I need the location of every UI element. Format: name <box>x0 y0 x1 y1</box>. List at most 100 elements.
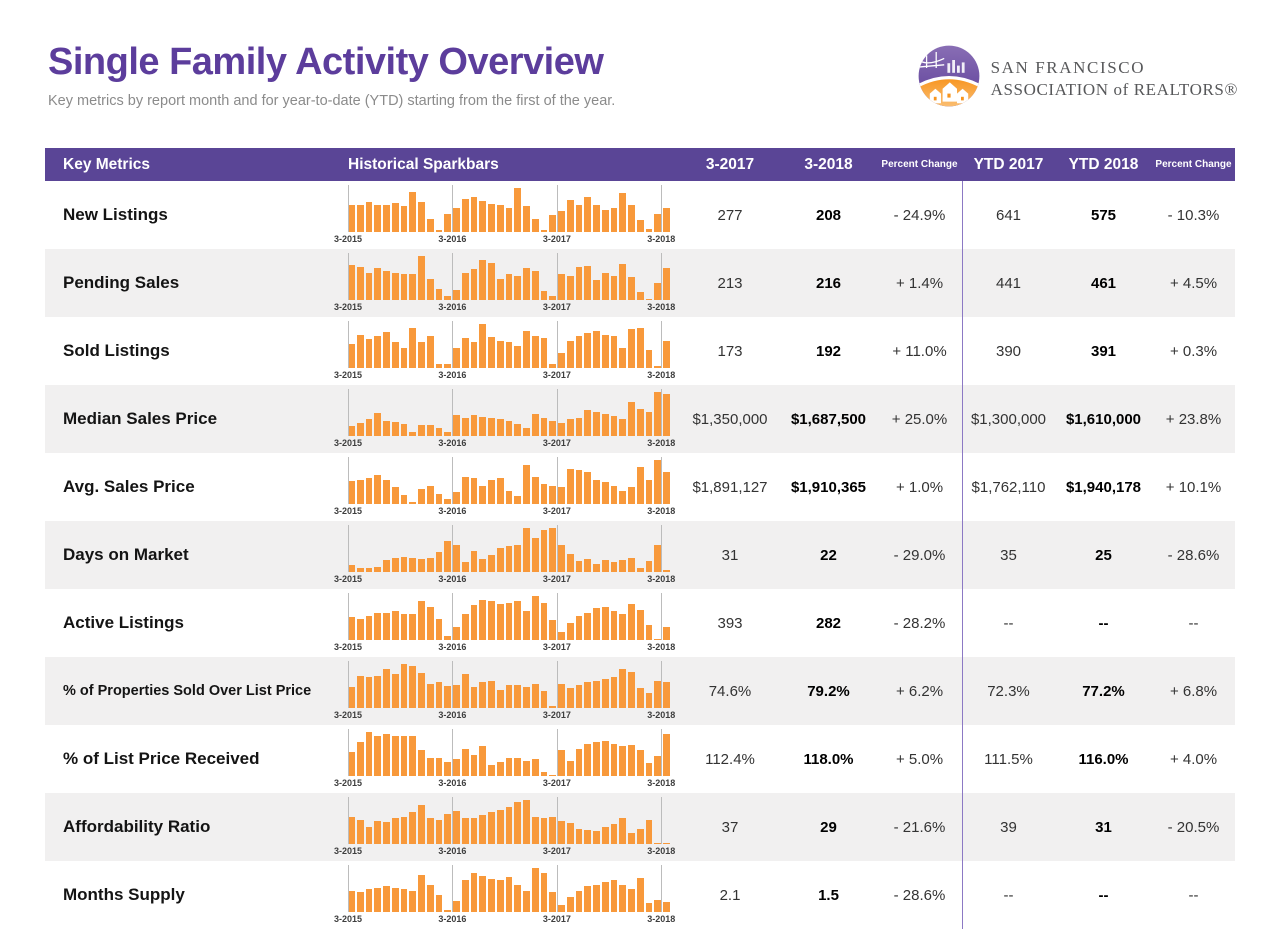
spark-bar <box>496 340 504 368</box>
spark-bar <box>610 824 618 844</box>
spark-bar <box>496 478 504 504</box>
metric-label: Months Supply <box>63 885 185 904</box>
axis-label: 3-2018 <box>647 302 676 312</box>
axis-gridline <box>661 525 663 572</box>
spark-bar <box>663 842 670 844</box>
value-percent-change: - 28.2% <box>893 614 946 632</box>
spark-bar <box>593 884 600 912</box>
spark-bar <box>488 479 495 504</box>
spark-bar <box>619 746 626 776</box>
spark-bar <box>628 204 635 232</box>
value-month-2017: 74.6% <box>708 682 752 700</box>
spark-bar <box>601 335 609 368</box>
spark-axis: 3-2015 3-2016 3-2017 3-2018 <box>334 844 675 857</box>
axis-label: 3-2016 <box>438 234 467 244</box>
axis-gridline <box>556 865 558 912</box>
spark-bar <box>391 557 399 572</box>
spark-bar <box>461 338 469 368</box>
spark-bar <box>514 188 521 232</box>
spark-bar <box>470 686 478 708</box>
spark-bar <box>566 896 574 912</box>
spark-bar <box>549 420 556 436</box>
value-ytd-2018: -- <box>1098 614 1109 632</box>
spark-bar <box>453 685 460 708</box>
value-ytd-2018: $1,940,178 <box>1065 478 1142 496</box>
spark-bar <box>409 432 416 436</box>
spark-bar <box>531 868 539 912</box>
spark-bar <box>523 890 530 912</box>
value-ytd-2017: 641 <box>995 206 1022 224</box>
value-month-2018: 192 <box>815 342 842 360</box>
axis-label: 3-2016 <box>438 438 467 448</box>
spark-bar <box>348 481 355 504</box>
spark-bar <box>391 272 399 300</box>
value-month-2017: $1,350,000 <box>692 410 768 428</box>
spark-bars <box>348 256 670 300</box>
spark-bar <box>593 280 600 300</box>
axis-gridline <box>348 525 349 572</box>
axis-gridline <box>661 865 663 912</box>
spark-bar <box>400 423 408 436</box>
axis-label: 3-2018 <box>647 778 676 788</box>
spark-bar <box>654 680 661 708</box>
spark-bar <box>531 816 539 844</box>
axis-label: 3-2015 <box>333 642 363 652</box>
spark-bar <box>645 479 653 504</box>
spark-bar <box>663 626 670 640</box>
spark-bar <box>348 617 355 640</box>
axis-gridline <box>556 661 558 708</box>
spark-bar <box>549 528 556 572</box>
spark-bar <box>549 215 556 232</box>
spark-bar <box>435 364 443 368</box>
spark-bar <box>549 485 556 504</box>
spark-bar <box>444 814 451 844</box>
spark-bar <box>444 761 451 776</box>
spark-bar <box>365 419 373 436</box>
spark-bar <box>383 420 390 436</box>
col-header-3-2017: 3-2017 <box>705 155 755 173</box>
spark-bar <box>593 330 600 368</box>
value-ytd-percent-change: -- <box>1188 614 1199 632</box>
sparkbar-plot-area <box>348 185 670 232</box>
spark-bar <box>435 758 443 776</box>
spark-bar <box>356 422 364 436</box>
value-ytd-2018: 116.0% <box>1078 750 1129 768</box>
spark-bar <box>593 411 600 436</box>
spark-bar <box>531 596 539 640</box>
spark-bars <box>348 596 670 640</box>
page-subtitle: Key metrics by report month and for year… <box>48 92 616 109</box>
spark-axis: 3-2015 3-2016 3-2017 3-2018 <box>334 436 675 449</box>
spark-bars <box>348 392 670 436</box>
spark-bar <box>470 817 478 844</box>
value-ytd-2018: 391 <box>1090 342 1117 360</box>
axis-label: 3-2018 <box>647 506 676 516</box>
value-ytd-2017: $1,762,110 <box>971 478 1046 496</box>
spark-bar <box>628 745 635 776</box>
axis-gridline <box>348 797 349 844</box>
spark-bar <box>444 213 451 232</box>
spark-bar <box>505 490 513 504</box>
axis-label: 3-2017 <box>542 778 571 788</box>
spark-bar <box>470 414 478 436</box>
axis-label: 3-2016 <box>438 710 467 720</box>
axis-label: 3-2015 <box>333 506 363 516</box>
spark-bar <box>470 550 478 572</box>
spark-bar <box>470 342 478 368</box>
spark-bar <box>356 267 364 300</box>
spark-bar <box>453 626 460 640</box>
spark-bar <box>619 348 626 368</box>
metrics-table: Key Metrics Historical Sparkbars 3-2017 … <box>45 148 1235 929</box>
spark-bar <box>645 692 653 708</box>
spark-axis: 3-2015 3-2016 3-2017 3-2018 <box>334 640 675 653</box>
axis-gridline <box>661 185 663 232</box>
sparkbar-chart: 3-2015 3-2016 3-2017 3-2018 <box>334 181 680 249</box>
spark-bar <box>514 496 521 504</box>
value-ytd-percent-change: - 20.5% <box>1167 818 1220 836</box>
col-header-3-2018: 3-2018 <box>804 155 853 173</box>
value-month-2017: 37 <box>721 818 739 836</box>
spark-bar <box>593 204 600 232</box>
spark-bar <box>531 414 539 436</box>
axis-label: 3-2015 <box>333 370 363 380</box>
spark-bar <box>461 880 469 912</box>
spark-bar <box>435 428 443 436</box>
